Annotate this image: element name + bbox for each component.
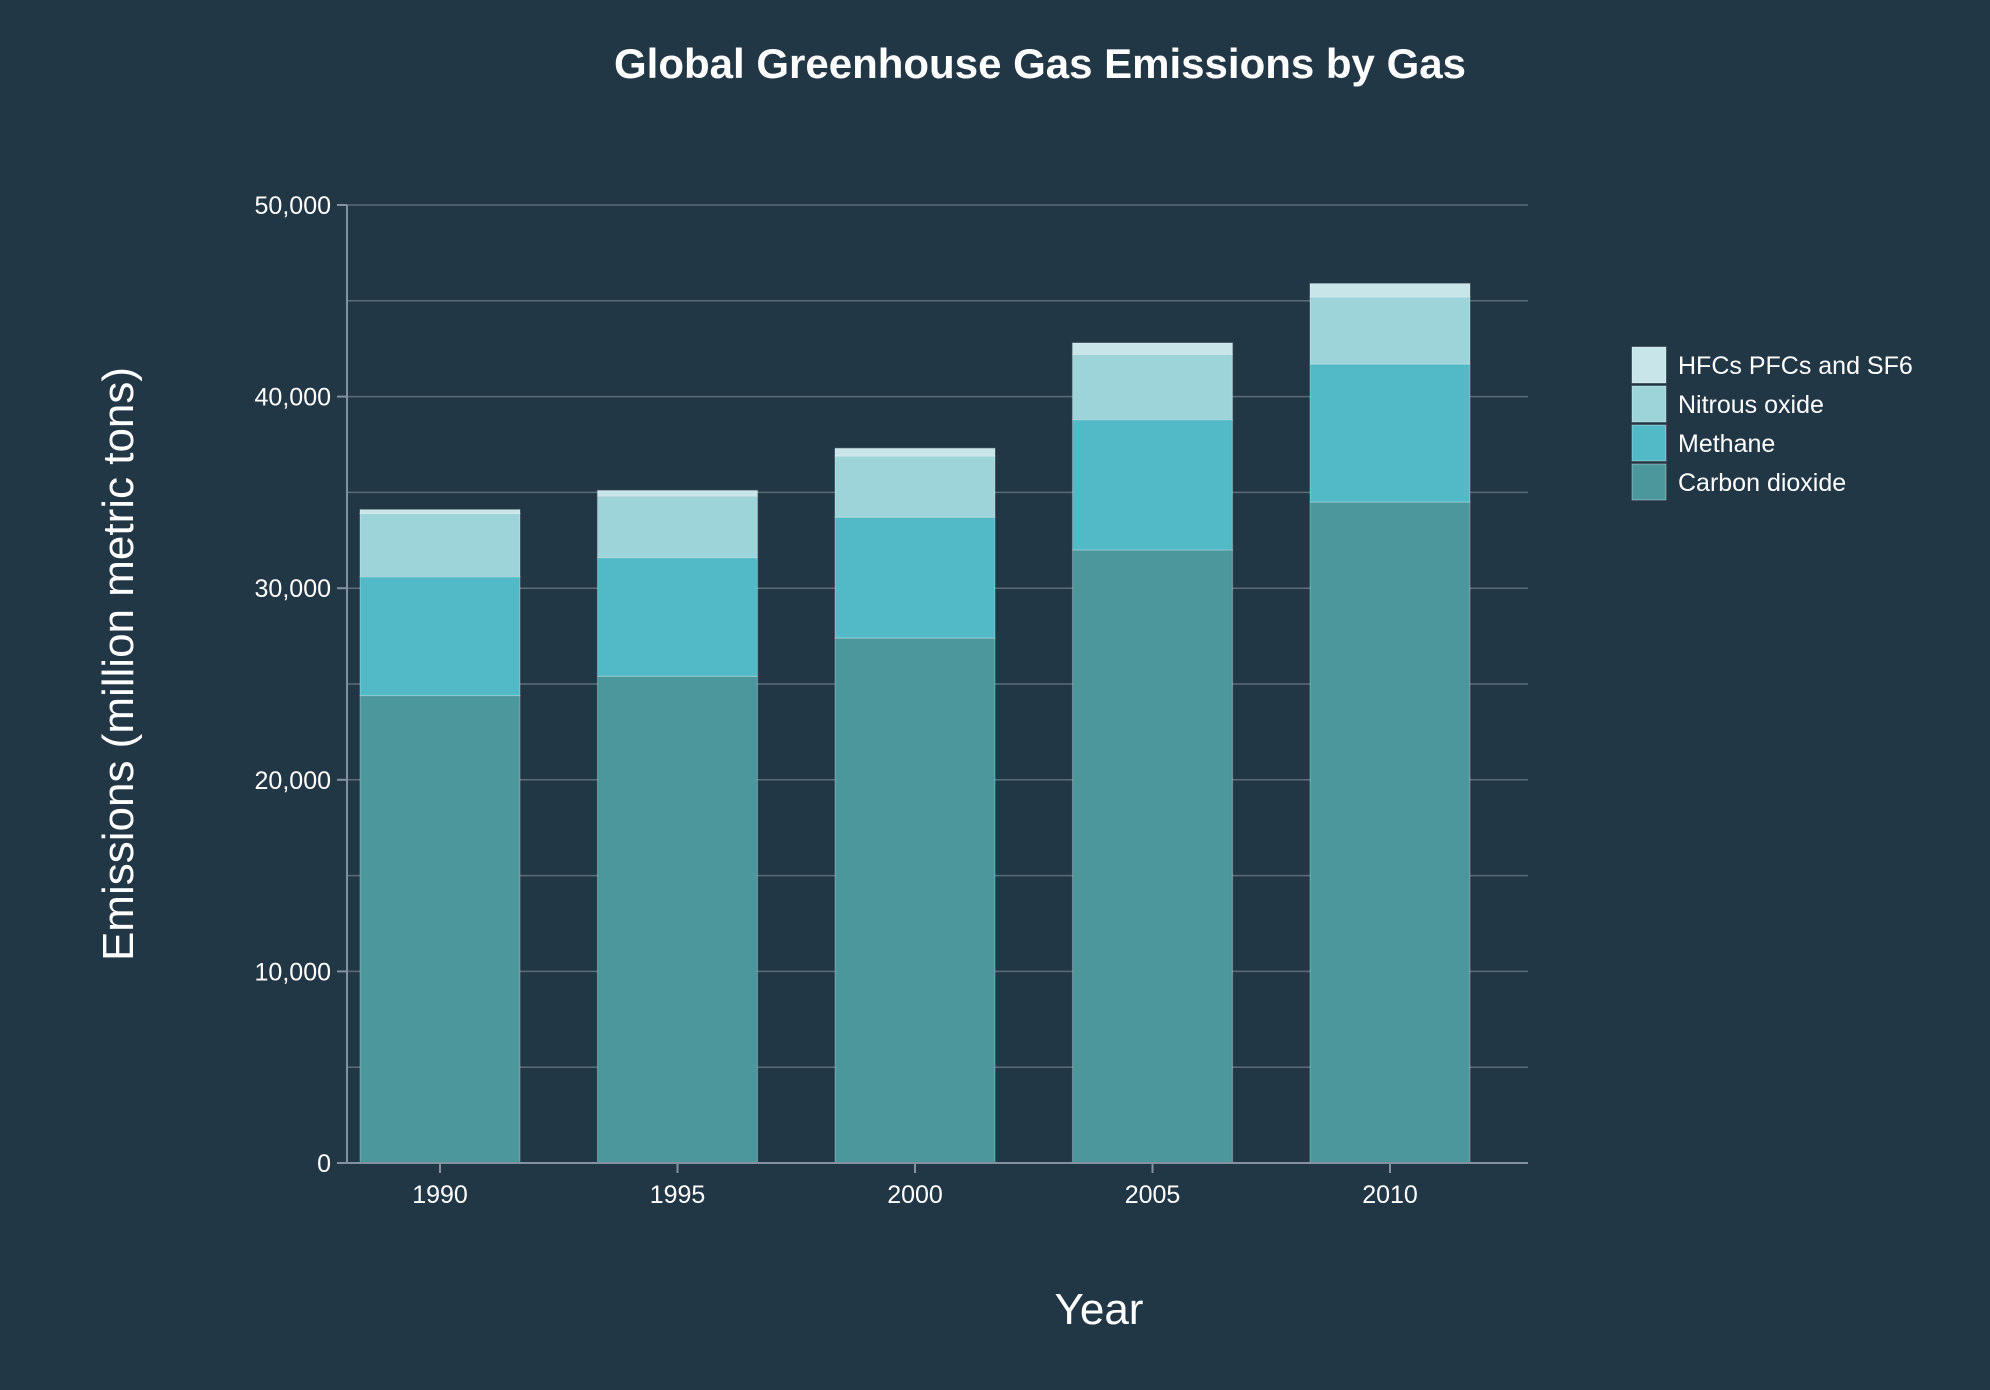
x-axis-title: Year — [1055, 1285, 1144, 1334]
y-axis-title: Emissions (million metric tons) — [94, 367, 143, 961]
x-tick-label: 1995 — [650, 1181, 706, 1209]
legend[interactable]: HFCs PFCs and SF6 Nitrous oxide Methane Car… — [1631, 346, 1913, 501]
legend-item-hfcs-pfcs-and-sf6[interactable]: HFCs PFCs and SF6 — [1631, 346, 1913, 384]
x-tick-label: 1990 — [412, 1181, 468, 1209]
y-tick-label: 40,000 — [255, 384, 331, 412]
bar-carbon-dioxide-2005[interactable] — [1071, 549, 1234, 1164]
bar-nitrous-oxide-2010[interactable] — [1309, 296, 1471, 365]
bar-methane-2005[interactable] — [1071, 418, 1234, 551]
bar-carbon-dioxide-2000[interactable] — [834, 637, 996, 1164]
legend-label: Carbon dioxide — [1678, 469, 1846, 497]
legend-swatch — [1631, 346, 1667, 384]
bar-hfcs-pfcs-and-sf6-2010[interactable] — [1309, 282, 1471, 298]
axes: 0 10,000 20,000 30,000 40,000 50,000 1990 1995 2… — [255, 192, 1528, 1209]
bar-nitrous-oxide-2000[interactable] — [834, 455, 996, 518]
legend-label: Nitrous oxide — [1678, 391, 1824, 419]
bar-methane-1995[interactable] — [596, 556, 759, 677]
bar-methane-1990[interactable] — [359, 576, 521, 697]
y-tick-label: 20,000 — [255, 767, 331, 795]
legend-swatch — [1631, 463, 1667, 501]
bar-methane-2010[interactable] — [1309, 363, 1471, 503]
bar-carbon-dioxide-1990[interactable] — [359, 694, 521, 1164]
bar-nitrous-oxide-1990[interactable] — [359, 512, 521, 578]
y-tick-label: 30,000 — [255, 575, 331, 603]
legend-item-nitrous-oxide[interactable]: Nitrous oxide — [1631, 385, 1824, 423]
bar-hfcs-pfcs-and-sf6-1995[interactable] — [596, 489, 759, 497]
legend-swatch — [1631, 385, 1667, 423]
y-tick-label: 0 — [317, 1150, 331, 1178]
bar-hfcs-pfcs-and-sf6-2005[interactable] — [1071, 342, 1234, 356]
bars — [359, 282, 1471, 1164]
legend-swatch — [1631, 424, 1667, 462]
bar-carbon-dioxide-2010[interactable] — [1309, 501, 1471, 1164]
legend-label: Methane — [1678, 430, 1775, 458]
bar-hfcs-pfcs-and-sf6-2000[interactable] — [834, 447, 996, 457]
x-tick-label: 2000 — [887, 1181, 943, 1209]
x-tick-label: 2010 — [1362, 1181, 1418, 1209]
bar-nitrous-oxide-1995[interactable] — [596, 495, 759, 559]
chart-title: Global Greenhouse Gas Emissions by Gas — [614, 40, 1466, 87]
bar-nitrous-oxide-2005[interactable] — [1071, 353, 1234, 421]
x-tick-label: 2005 — [1125, 1181, 1181, 1209]
bar-hfcs-pfcs-and-sf6-1990[interactable] — [359, 509, 521, 515]
y-tick-label: 10,000 — [255, 958, 331, 986]
legend-item-carbon-dioxide[interactable]: Carbon dioxide — [1631, 463, 1846, 501]
bar-methane-2000[interactable] — [834, 516, 996, 639]
legend-item-methane[interactable]: Methane — [1631, 424, 1775, 462]
legend-label: HFCs PFCs and SF6 — [1678, 352, 1913, 380]
y-tick-label: 50,000 — [255, 192, 331, 220]
bar-carbon-dioxide-1995[interactable] — [596, 675, 759, 1164]
